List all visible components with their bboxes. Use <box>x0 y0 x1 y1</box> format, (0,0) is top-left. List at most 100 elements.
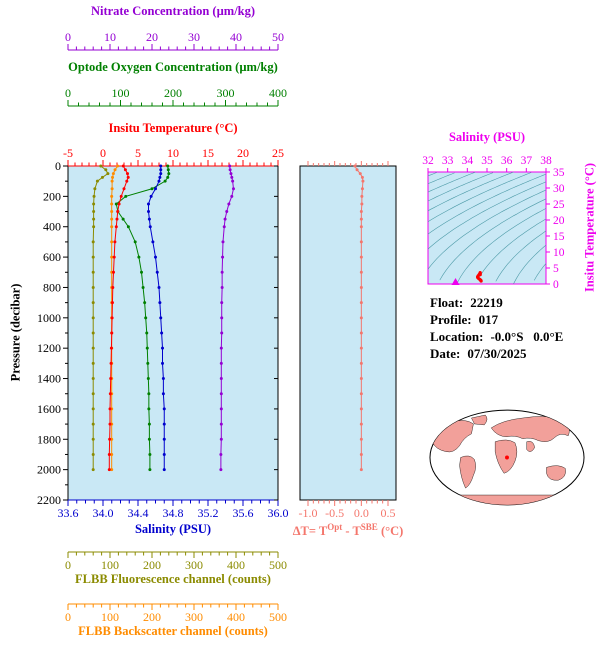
tick-label: 38 <box>540 155 552 167</box>
profile-dot <box>223 217 227 221</box>
map-land-india <box>526 441 535 452</box>
tick-label: 10 <box>167 146 179 160</box>
profile-dot <box>91 331 95 335</box>
profile-dot <box>359 255 363 259</box>
profile-dot <box>359 316 363 320</box>
isopycnal-line <box>427 189 547 270</box>
tick-label: 50 <box>272 30 284 44</box>
profile-dot <box>158 175 162 179</box>
temperature-axis: -5 0 5 10 15 20 25 <box>63 146 284 167</box>
profile-dot <box>149 194 153 198</box>
profile-dot <box>159 316 163 320</box>
profile-dot <box>359 407 363 411</box>
profile-dot <box>154 255 157 259</box>
date-label: Date: <box>430 346 461 361</box>
isopycnal-line <box>513 244 547 284</box>
nitrate-axis: 0 10 20 30 40 50 <box>65 30 284 51</box>
tick-label: 0 <box>65 30 71 44</box>
location-label: Location: <box>430 329 484 344</box>
tick-label: 33.6 <box>58 506 79 520</box>
tick-label: 34.8 <box>163 506 184 520</box>
profile-dot <box>147 407 151 411</box>
isopycnal-line <box>427 172 437 177</box>
profile-dot <box>359 361 363 365</box>
profile-dot <box>91 301 95 305</box>
profile-dot <box>109 361 113 365</box>
ts-panel <box>427 171 547 285</box>
float-info: Float: 22219 Profile: 017 Location: -0.0°S … <box>430 294 563 362</box>
ts-dot <box>479 279 483 283</box>
profile-dot <box>219 407 223 411</box>
profile-dot <box>91 316 95 320</box>
isopycnal-line <box>495 230 547 282</box>
date-line: Date: 07/30/2025 <box>430 345 563 362</box>
profile-dot <box>227 202 231 206</box>
profile-dot <box>92 225 96 229</box>
salinity-profile <box>147 164 166 472</box>
tick-label: 0 <box>55 159 61 173</box>
isopycnal-line <box>427 171 514 212</box>
profile-dot <box>104 168 108 172</box>
profile-dot <box>359 225 363 229</box>
map-land-south-america <box>459 455 476 489</box>
tick-label: 400 <box>269 86 287 100</box>
profile-dot <box>91 285 95 289</box>
profile-dot <box>159 168 163 172</box>
fluorescence-profile <box>91 164 110 472</box>
tick-label: 30 <box>188 30 200 44</box>
profile-dot <box>219 346 223 350</box>
profile-dot <box>91 437 95 441</box>
tick-label: 40 <box>230 30 242 44</box>
profile-dot <box>162 422 166 426</box>
profile-value: 017 <box>478 312 499 327</box>
profile-dot <box>359 331 363 335</box>
profile-dot <box>91 452 95 456</box>
date-value: 07/30/2025 <box>467 346 527 361</box>
profile-dot <box>106 172 110 176</box>
profile-dot <box>109 346 113 350</box>
profile-dot <box>231 179 235 183</box>
profile-dot <box>147 217 151 221</box>
profile-dot <box>225 210 229 214</box>
isopycnal-line <box>427 172 455 184</box>
profile-dot <box>91 255 95 259</box>
delta-t-panel <box>299 165 397 501</box>
pressure-axis: 0 200 400 600 800 1000 1200 1400 1600 1800 2000 220… <box>37 159 278 507</box>
profile-dot <box>110 331 114 335</box>
tick-label: 1600 <box>37 402 61 416</box>
profile-dot <box>359 377 363 381</box>
profile-dot <box>230 175 234 179</box>
profile-dot <box>91 240 95 244</box>
profile-dot <box>161 346 164 350</box>
profile-dot <box>148 225 152 229</box>
profile-dot <box>110 452 114 456</box>
profile-dot <box>110 301 114 305</box>
tick-label: 0.0 <box>354 506 369 520</box>
profile-dot <box>108 437 112 441</box>
profile-dot <box>151 240 155 244</box>
ts-surface-marker <box>451 278 460 286</box>
profile-dot <box>110 210 114 214</box>
tick-label: 10 <box>553 247 565 259</box>
profile-dot <box>359 346 363 350</box>
profile-dot <box>107 452 111 456</box>
tick-label: 30 <box>553 183 565 195</box>
profile-dot <box>222 225 226 229</box>
profile-dot <box>358 172 362 176</box>
profile-dot <box>219 437 223 441</box>
world-map-svg <box>429 409 585 506</box>
profile-dot <box>113 168 117 172</box>
profile-dot <box>162 468 166 472</box>
profile-dot <box>219 361 223 365</box>
profile-dot <box>359 392 363 396</box>
profile-dot <box>140 270 143 274</box>
profile-dot <box>353 164 357 168</box>
profile-dot <box>148 452 152 456</box>
tick-label: 33 <box>442 155 454 167</box>
profile-dot <box>110 217 114 221</box>
profile-dot <box>126 225 130 229</box>
profile-dot <box>112 270 115 274</box>
tick-label: 100 <box>101 558 119 572</box>
tick-label: 400 <box>227 610 245 624</box>
